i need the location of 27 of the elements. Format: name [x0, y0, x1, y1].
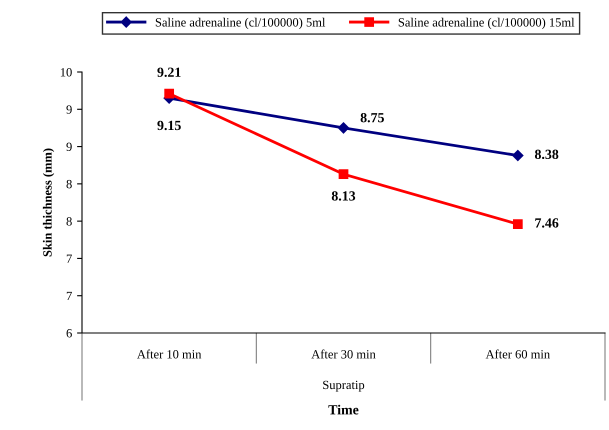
y-tick-label: 10	[60, 68, 72, 76]
legend-label: Saline adrenaline (cl/100000) 5ml	[156, 18, 326, 30]
point	[512, 150, 524, 162]
y-tick-label: 8	[66, 180, 72, 188]
y-tick-label: 7	[66, 254, 72, 263]
y-axis-title: Skin thichness (mm)	[42, 148, 54, 256]
data-label: 9.15	[157, 120, 181, 130]
y-tick-label: 9	[66, 142, 72, 152]
point	[338, 169, 348, 180]
y-tick-label: 9	[66, 105, 72, 114]
data-label: 9.21	[157, 68, 181, 77]
x-axis-title: Time	[328, 404, 358, 414]
y-tick-label: 7	[66, 292, 72, 300]
data-label: 8.75	[360, 112, 384, 122]
data-label: 7.46	[535, 218, 558, 228]
text: Supratip	[323, 380, 364, 392]
point	[338, 122, 350, 134]
data-label: 8.38	[534, 150, 558, 160]
point	[164, 88, 174, 98]
data-label: 8.13	[332, 191, 356, 201]
legend-label: Saline adrenaline (cl/100000) 15ml	[398, 18, 574, 30]
y-tick-label: 6	[66, 329, 72, 338]
point	[512, 219, 523, 229]
x-tick-label: After 10 min	[137, 350, 202, 358]
x-tick-label: After 30 min	[311, 350, 376, 358]
y-tick-label: 8	[66, 217, 72, 226]
x-tick-label: After 60 min	[486, 350, 550, 358]
